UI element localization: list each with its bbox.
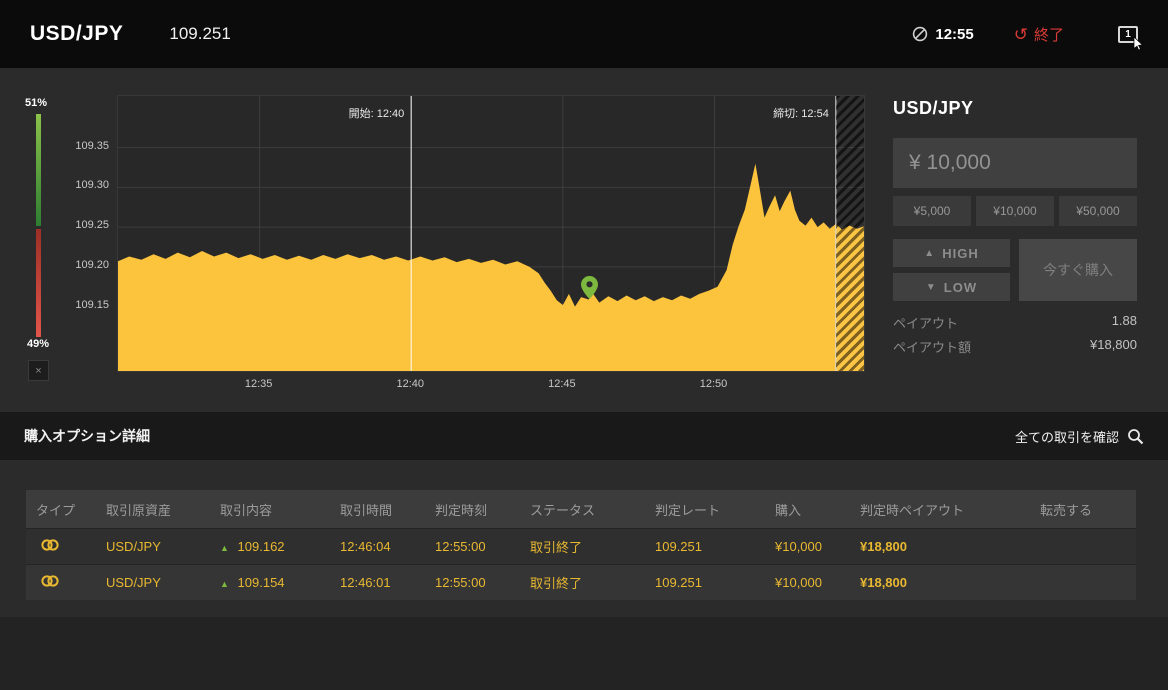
cell-status: 取引終了 — [530, 540, 583, 555]
details-bar: 購入オプション詳細 全ての取引を確認 — [0, 412, 1168, 460]
trading-section: 51% 49% × 開始: 12:40 締切: 12:54 USD/JPY ¥ 1… — [0, 68, 1168, 412]
buy-now-button[interactable]: 今すぐ購入 — [1019, 239, 1137, 301]
y-axis-label: 109.30 — [75, 179, 109, 192]
x-axis-label: 12:45 — [548, 378, 576, 390]
pair-price: 109.251 — [169, 24, 231, 43]
preset-5000-button[interactable]: ¥5,000 — [893, 196, 971, 226]
details-title: 購入オプション詳細 — [24, 428, 150, 444]
purchase-panel: USD/JPY ¥ 10,000 ¥5,000 ¥10,000 ¥50,000 … — [893, 68, 1137, 412]
footer-area — [0, 617, 1168, 690]
cell-entry: ▲ 109.154 — [210, 575, 330, 590]
payout-rate-row: ペイアウト 1.88 — [893, 313, 1137, 332]
deadline-line-label: 締切: 12:54 — [773, 108, 829, 120]
col-header-judge-rate: 判定レート — [655, 502, 721, 518]
col-header-judge-time: 判定時刻 — [435, 502, 488, 518]
gauge-low-percent: 49% — [27, 338, 50, 350]
chart-plot: 開始: 12:40 締切: 12:54 — [117, 95, 865, 372]
entry-marker-pin — [580, 276, 598, 300]
cell-asset: USD/JPY — [106, 539, 161, 554]
cell-purchase: ¥10,000 — [775, 539, 822, 554]
preset-10000-button[interactable]: ¥10,000 — [976, 196, 1054, 226]
col-header-payout: 判定時ペイアウト — [860, 502, 965, 518]
start-line-label: 開始: 12:40 — [348, 108, 405, 120]
x-axis-label: 12:40 — [396, 378, 424, 390]
col-header-trade-time: 取引時間 — [340, 502, 393, 518]
view-all-label: 全ての取引を確認 — [1014, 429, 1119, 445]
high-button[interactable]: ▲ HIGH — [893, 239, 1010, 267]
col-header-content: 取引内容 — [220, 502, 273, 518]
col-header-purchase: 購入 — [775, 502, 802, 518]
cell-judge-time: 12:55:00 — [435, 575, 486, 590]
cursor-icon — [1133, 36, 1144, 50]
payout-amount-value: ¥18,800 — [1090, 337, 1137, 352]
payout-amount-label: ペイアウト額 — [893, 340, 972, 355]
gauge-high-bar — [36, 114, 41, 226]
window-count: 1 — [1125, 28, 1131, 40]
col-header-status: ステータス — [530, 502, 596, 518]
cell-status: 取引終了 — [530, 576, 583, 591]
topbar-right: 12:55 ↺ 終了 1 — [912, 24, 1144, 50]
amount-value: ¥ 10,000 — [909, 151, 991, 174]
cell-trade-time: 12:46:01 — [340, 575, 391, 590]
window-count-badge[interactable]: 1 — [1118, 25, 1144, 50]
amount-input[interactable]: ¥ 10,000 — [893, 138, 1137, 188]
cell-judge-rate: 109.251 — [655, 575, 702, 590]
payout-rate-value: 1.88 — [1111, 313, 1137, 328]
table-row: USD/JPY ▲ 109.154 12:46:01 12:55:00 取引終了… — [26, 564, 1136, 600]
cell-payout: ¥18,800 — [860, 575, 907, 590]
col-header-resell: 転売する — [1040, 502, 1093, 518]
view-all-trades-button[interactable]: 全ての取引を確認 — [1015, 427, 1144, 446]
pair-name: USD/JPY — [30, 22, 124, 45]
trade-type-icon — [26, 537, 96, 556]
entry-rate: 109.154 — [237, 575, 285, 590]
trades-section: タイプ 取引原資産 取引内容 取引時間 判定時刻 ステータス 判定レート 購入 … — [0, 460, 1168, 617]
cell-judge-time: 12:55:00 — [435, 539, 486, 554]
table-header-row: タイプ 取引原資産 取引内容 取引時間 判定時刻 ステータス 判定レート 購入 … — [26, 490, 1136, 528]
x-axis-label: 12:50 — [699, 378, 728, 390]
end-button[interactable]: ↺ 終了 — [1014, 24, 1064, 45]
cell-asset: USD/JPY — [106, 575, 161, 590]
direction-up-icon: ▲ — [220, 579, 229, 589]
amount-presets: ¥5,000 ¥10,000 ¥50,000 — [893, 196, 1137, 226]
cell-entry: ▲ 109.162 — [210, 539, 330, 554]
low-button[interactable]: ▼ LOW — [893, 273, 1010, 301]
clock-slash-icon — [912, 26, 928, 42]
high-arrow-icon: ▲ — [924, 247, 936, 259]
y-axis-label: 109.35 — [75, 139, 109, 152]
gauge-low-bar — [36, 229, 41, 337]
search-icon — [1127, 428, 1144, 445]
trade-type-icon — [26, 573, 96, 592]
y-axis-label: 109.20 — [75, 258, 109, 271]
trades-table: タイプ 取引原資産 取引内容 取引時間 判定時刻 ステータス 判定レート 購入 … — [26, 490, 1136, 600]
price-chart-svg — [118, 96, 864, 371]
close-time: 12:55 — [912, 25, 974, 43]
gauge-high-percent: 51% — [25, 97, 48, 109]
col-header-type: タイプ — [36, 502, 76, 518]
low-arrow-icon: ▼ — [925, 281, 937, 293]
direction-up-icon: ▲ — [220, 543, 229, 553]
table-row: USD/JPY ▲ 109.162 12:46:04 12:55:00 取引終了… — [26, 528, 1136, 564]
y-axis-label: 109.25 — [75, 219, 109, 232]
topbar: USD/JPY 109.251 12:55 ↺ 終了 1 — [0, 0, 1168, 68]
y-axis-label: 109.15 — [75, 298, 109, 311]
cell-trade-time: 12:46:04 — [340, 539, 391, 554]
preset-50000-button[interactable]: ¥50,000 — [1059, 196, 1137, 226]
payout-rate-label: ペイアウト — [893, 316, 959, 331]
close-time-text: 12:55 — [935, 25, 974, 43]
cell-judge-rate: 109.251 — [655, 539, 702, 554]
col-header-asset: 取引原資産 — [106, 502, 172, 518]
panel-pair-title: USD/JPY — [893, 98, 974, 118]
cell-payout: ¥18,800 — [860, 539, 907, 554]
payout-amount-row: ペイアウト額 ¥18,800 — [893, 337, 1137, 356]
after-deadline-hatch — [835, 96, 864, 371]
cell-purchase: ¥10,000 — [775, 575, 822, 590]
entry-rate: 109.162 — [237, 539, 285, 554]
x-axis-label: 12:35 — [244, 378, 273, 390]
gauge-close-button[interactable]: × — [28, 360, 49, 381]
end-icon: ↺ — [1013, 24, 1028, 44]
end-label: 終了 — [1033, 26, 1064, 44]
low-label: LOW — [943, 279, 978, 295]
high-label: HIGH — [942, 245, 979, 261]
